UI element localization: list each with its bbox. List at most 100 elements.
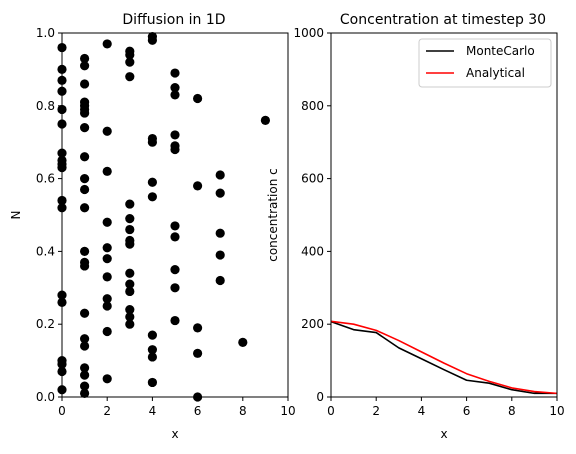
scatter-point — [80, 108, 90, 118]
scatter-y-tick-label: 0.4 — [36, 244, 55, 258]
scatter-point — [80, 381, 90, 391]
line-title: Concentration at timestep 30 — [340, 12, 546, 28]
line-x-tick-label: 2 — [372, 404, 380, 418]
scatter-point — [215, 250, 225, 260]
scatter-point — [170, 83, 180, 93]
scatter-point — [170, 90, 180, 100]
scatter-point — [102, 294, 112, 304]
scatter-chart: Diffusion in 1D 0 2 4 6 8 10 0.0 0.2 0.4 0.6 0.8 1… — [9, 12, 296, 441]
scatter-point — [147, 137, 157, 147]
scatter-y-ticks: 0.0 0.2 0.4 0.6 0.8 1.0 — [36, 26, 62, 404]
scatter-point — [147, 35, 157, 45]
scatter-point — [147, 352, 157, 362]
line-x-tick-label: 8 — [508, 404, 516, 418]
scatter-point — [147, 192, 157, 202]
scatter-point — [215, 228, 225, 238]
legend: MonteCarlo Analytical — [418, 38, 552, 88]
scatter-point — [80, 388, 90, 398]
scatter-point — [125, 239, 135, 249]
scatter-point — [238, 337, 248, 347]
line-series — [330, 320, 558, 395]
scatter-point — [193, 93, 203, 104]
series-line-analytical — [330, 320, 558, 395]
scatter-point — [125, 214, 135, 224]
scatter-point — [102, 326, 112, 337]
scatter-point — [102, 254, 112, 264]
scatter-point — [102, 301, 112, 311]
scatter-y-tick-label: 1.0 — [36, 26, 55, 40]
line-y-tick-label: 0 — [316, 390, 324, 404]
scatter-point — [147, 330, 157, 340]
scatter-point — [147, 377, 157, 388]
line-chart: Concentration at timestep 30 0 2 4 6 8 10 0 20… — [266, 12, 565, 441]
series-line-montecarlo — [330, 320, 557, 395]
scatter-point — [80, 246, 90, 256]
legend-label-analytical: Analytical — [466, 66, 525, 80]
scatter-point — [125, 50, 135, 60]
scatter-point — [170, 144, 180, 155]
scatter-point — [170, 283, 180, 293]
scatter-y-tick-label: 0.8 — [36, 99, 55, 113]
scatter-point — [80, 53, 90, 64]
line-y-tick-label: 600 — [301, 172, 324, 186]
scatter-y-tick-label: 0.6 — [36, 172, 55, 186]
scatter-x-tick-label: 4 — [149, 404, 157, 418]
scatter-point — [102, 217, 112, 227]
scatter-point — [102, 243, 112, 253]
scatter-point — [80, 308, 90, 318]
scatter-point — [102, 126, 112, 136]
scatter-point — [170, 130, 180, 140]
scatter-point — [170, 68, 180, 78]
scatter-y-tick-label: 0.2 — [36, 317, 55, 331]
scatter-point — [125, 286, 135, 297]
scatter-point — [170, 232, 180, 242]
scatter-y-tick-label: 0.0 — [36, 390, 55, 404]
scatter-y-axis-label: N — [9, 211, 23, 220]
scatter-point — [125, 199, 135, 209]
scatter-point — [80, 341, 90, 351]
line-x-tick-label: 4 — [418, 404, 426, 418]
scatter-point — [125, 312, 135, 322]
scatter-point — [80, 123, 90, 133]
scatter-point — [125, 319, 135, 329]
scatter-point — [125, 72, 135, 82]
scatter-point — [147, 345, 157, 355]
scatter-point — [80, 184, 90, 195]
scatter-point — [170, 221, 180, 231]
scatter-point — [80, 363, 90, 373]
scatter-x-tick-label: 2 — [103, 404, 111, 418]
line-axes-frame — [330, 32, 558, 398]
scatter-point — [193, 323, 203, 333]
scatter-x-axis-label: x — [171, 427, 178, 441]
scatter-x-ticks: 0 2 4 6 8 10 — [58, 397, 296, 418]
scatter-point — [80, 152, 90, 162]
scatter-x-tick-label: 6 — [194, 404, 202, 418]
scatter-point — [215, 188, 225, 198]
scatter-point — [80, 203, 90, 213]
scatter-x-tick-label: 0 — [58, 404, 66, 418]
legend-label-montecarlo: MonteCarlo — [466, 44, 535, 58]
scatter-axes-frame — [61, 32, 289, 398]
line-y-tick-label: 200 — [301, 317, 324, 331]
line-x-tick-label: 0 — [327, 404, 335, 418]
scatter-point — [80, 334, 90, 344]
scatter-point — [80, 79, 90, 89]
scatter-point — [215, 275, 225, 286]
line-x-ticks: 0 2 4 6 8 10 — [327, 397, 565, 418]
line-y-tick-label: 1000 — [293, 26, 324, 40]
scatter-point — [125, 57, 135, 67]
line-y-axis-label: concentration c — [266, 168, 280, 262]
scatter-point — [125, 279, 135, 289]
scatter-point — [193, 181, 203, 191]
scatter-point — [215, 170, 225, 180]
scatter-point — [102, 166, 112, 176]
scatter-point — [170, 315, 180, 326]
scatter-point — [102, 272, 112, 282]
scatter-point — [193, 348, 203, 358]
line-x-tick-label: 6 — [463, 404, 471, 418]
scatter-point — [102, 374, 112, 384]
line-y-ticks: 0 200 400 600 800 1000 — [293, 26, 331, 404]
scatter-points — [57, 32, 270, 402]
scatter-point — [125, 224, 135, 235]
scatter-point — [80, 174, 90, 184]
